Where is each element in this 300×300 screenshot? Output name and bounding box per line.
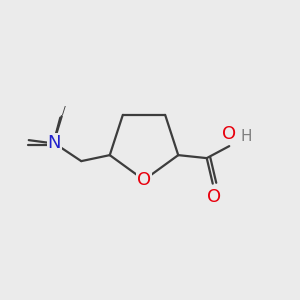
Text: H: H	[241, 129, 252, 144]
Text: /: /	[62, 106, 65, 116]
Text: O: O	[222, 125, 236, 143]
Text: N: N	[47, 134, 61, 152]
Text: O: O	[207, 188, 221, 206]
Text: O: O	[137, 171, 151, 189]
